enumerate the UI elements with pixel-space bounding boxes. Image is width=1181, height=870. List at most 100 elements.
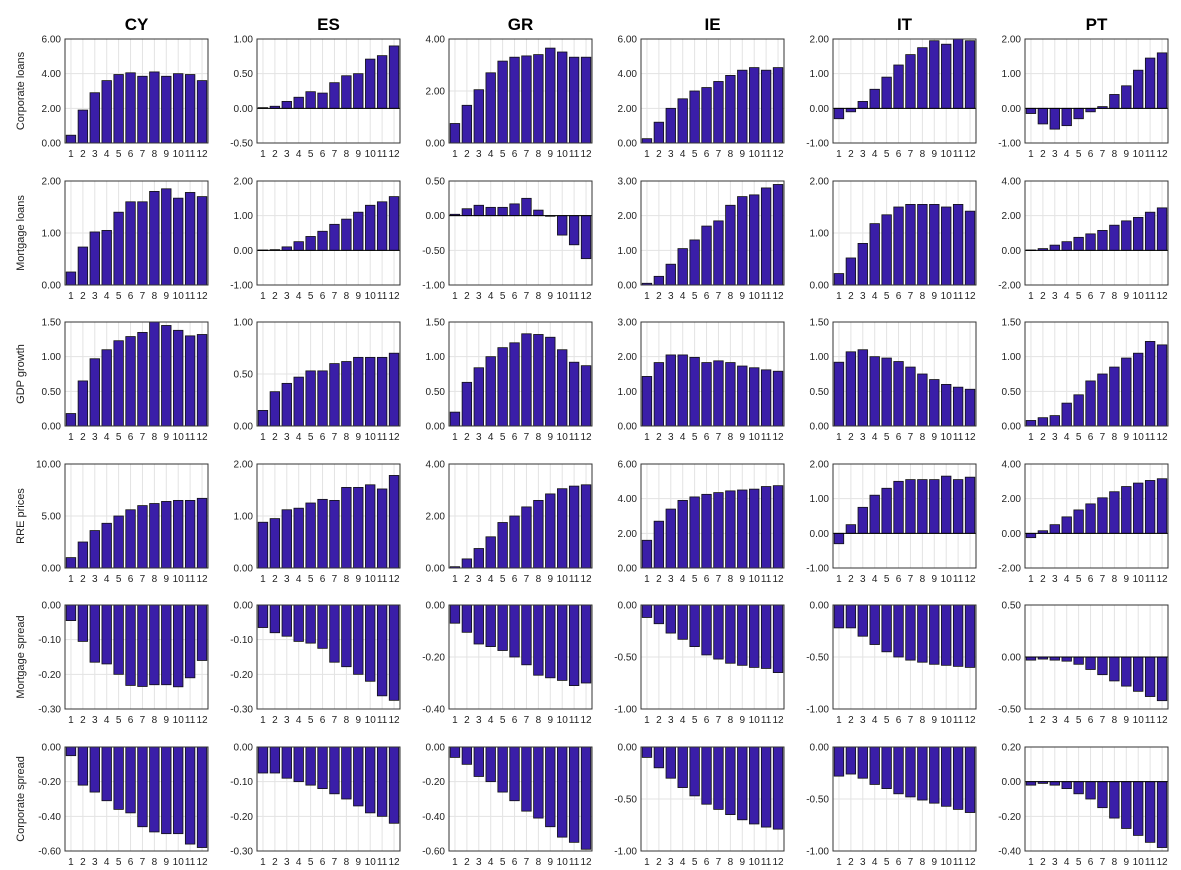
bar xyxy=(449,604,461,624)
panel-rre-prices-es: 0.001.002.001 2 3 4 5 6 7 8 9 10 11 12 xyxy=(234,460,401,585)
bar xyxy=(568,485,580,569)
x-tick-label: 6 xyxy=(128,857,134,868)
y-tick-label: 0.00 xyxy=(426,564,446,575)
x-tick-label: 12 xyxy=(1156,715,1168,726)
bar xyxy=(1133,482,1144,534)
bar xyxy=(1156,344,1168,427)
bar xyxy=(689,746,700,797)
x-tick-label: 7 xyxy=(908,432,914,443)
bar xyxy=(1085,503,1096,534)
bar xyxy=(772,184,784,286)
x-tick-label: 11 xyxy=(185,149,196,160)
x-tick-label: 11 xyxy=(953,291,964,302)
bar xyxy=(881,214,892,286)
bar xyxy=(521,197,532,217)
y-tick-label: 0.50 xyxy=(810,387,830,398)
x-tick-label: 3 xyxy=(476,715,482,726)
x-tick-label: 4 xyxy=(488,857,494,868)
bar xyxy=(353,604,364,675)
bar xyxy=(77,380,89,427)
bar xyxy=(461,746,473,765)
x-tick-label: 7 xyxy=(1100,432,1106,443)
axes-box xyxy=(832,746,977,852)
x-tick-label: 1 xyxy=(68,432,74,443)
x-tick-label: 8 xyxy=(1112,574,1118,585)
bar xyxy=(125,72,136,144)
x-tick-label: 2 xyxy=(656,715,662,726)
x-tick-label: 6 xyxy=(128,574,134,585)
axes-box xyxy=(640,180,785,286)
y-tick-label: -0.20 xyxy=(998,812,1021,823)
x-tick-label: 4 xyxy=(872,291,878,302)
x-tick-label: 9 xyxy=(740,857,746,868)
y-tick-label: 0.50 xyxy=(426,177,446,188)
x-tick-label: 10 xyxy=(365,574,377,585)
y-tick-label: 0.00 xyxy=(234,564,254,575)
x-tick-label: 4 xyxy=(488,574,494,585)
x-tick-label: 11 xyxy=(377,149,388,160)
bar xyxy=(760,69,772,144)
x-tick-label: 3 xyxy=(1052,715,1058,726)
x-tick-label: 5 xyxy=(692,149,698,160)
bar xyxy=(161,604,172,686)
x-tick-label: 3 xyxy=(92,432,98,443)
bar xyxy=(833,746,845,777)
x-tick-label: 2 xyxy=(464,149,470,160)
x-tick-label: 1 xyxy=(452,149,458,160)
x-tick-label: 7 xyxy=(908,715,914,726)
bar xyxy=(173,197,184,286)
bar xyxy=(941,383,952,427)
y-tick-label: 0.00 xyxy=(618,743,638,754)
x-tick-label: 10 xyxy=(941,149,953,160)
x-tick-label: 3 xyxy=(860,857,866,868)
x-tick-label: 7 xyxy=(140,149,146,160)
y-tick-label: 0.00 xyxy=(1002,104,1022,115)
x-tick-label: 1 xyxy=(260,715,266,726)
x-tick-label: 7 xyxy=(332,857,338,868)
bar xyxy=(737,69,748,144)
bar xyxy=(1085,380,1096,427)
y-tick-label: 0.00 xyxy=(234,246,254,257)
y-tick-label: 1.00 xyxy=(618,387,638,398)
y-tick-label: -0.50 xyxy=(422,246,445,257)
x-tick-label: 10 xyxy=(365,149,377,160)
x-tick-label: 2 xyxy=(1040,291,1046,302)
bar xyxy=(653,746,665,769)
x-tick-label: 7 xyxy=(332,291,338,302)
bar xyxy=(317,230,328,251)
y-tick-label: 0.00 xyxy=(618,564,638,575)
axes-box xyxy=(256,321,401,427)
x-tick-label: 12 xyxy=(196,432,208,443)
x-tick-label: 8 xyxy=(920,432,926,443)
x-tick-label: 12 xyxy=(964,715,976,726)
x-tick-label: 7 xyxy=(524,149,530,160)
bar xyxy=(1061,241,1072,251)
x-tick-label: 1 xyxy=(452,432,458,443)
bar xyxy=(113,604,124,675)
y-tick-label: -0.50 xyxy=(230,139,253,150)
x-tick-label: 7 xyxy=(332,715,338,726)
panel-mortgage-spread-ie: -1.00-0.500.001 2 3 4 5 6 7 8 9 10 11 12 xyxy=(614,601,785,726)
x-tick-label: 1 xyxy=(644,574,650,585)
x-tick-label: 8 xyxy=(1112,291,1118,302)
bar xyxy=(125,201,136,286)
bar xyxy=(869,88,880,109)
column-title-cy: CY xyxy=(125,15,149,34)
x-tick-label: 2 xyxy=(1040,574,1046,585)
x-tick-label: 8 xyxy=(536,432,542,443)
y-tick-label: 1.00 xyxy=(810,352,830,363)
bar xyxy=(533,209,544,217)
x-tick-label: 5 xyxy=(692,857,698,868)
bar xyxy=(461,208,473,217)
x-tick-label: 7 xyxy=(716,432,722,443)
bar xyxy=(929,479,940,534)
bar xyxy=(184,499,196,569)
bar xyxy=(1156,656,1168,702)
x-tick-label: 6 xyxy=(512,291,518,302)
bar xyxy=(461,104,473,144)
bar xyxy=(173,329,184,427)
bar xyxy=(964,604,976,668)
bar xyxy=(269,518,281,569)
x-tick-label: 12 xyxy=(964,291,976,302)
x-tick-label: 2 xyxy=(848,574,854,585)
